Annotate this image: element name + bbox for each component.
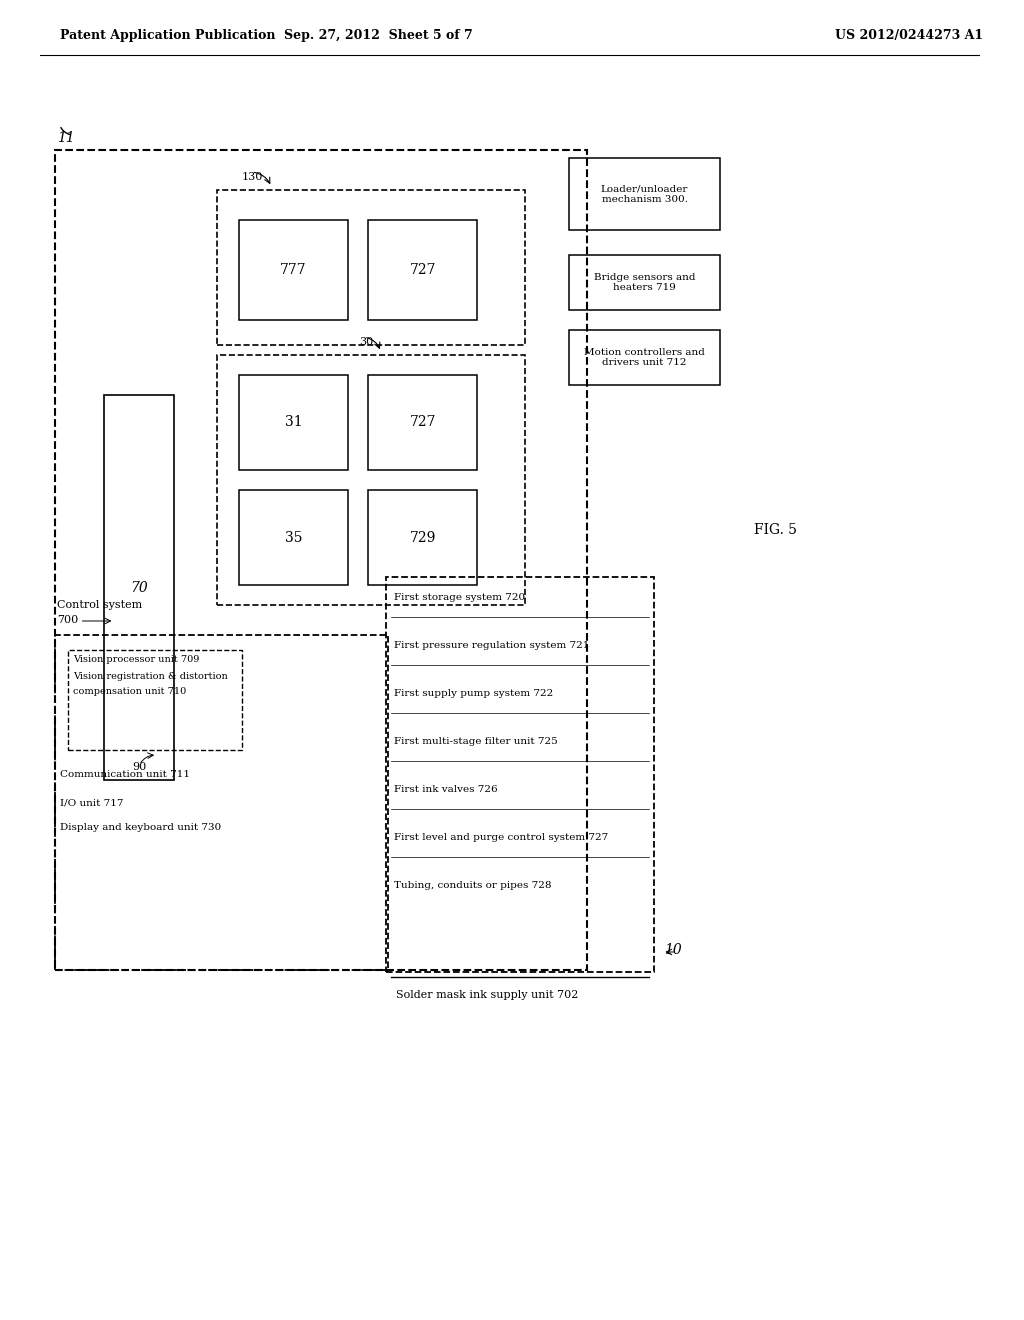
Bar	[368, 220, 477, 319]
Text: 130: 130	[242, 172, 263, 182]
Bar	[386, 577, 654, 972]
Bar	[54, 635, 388, 970]
Text: First ink valves 726: First ink valves 726	[394, 784, 498, 793]
Text: First supply pump system 722: First supply pump system 722	[394, 689, 553, 697]
Text: US 2012/0244273 A1: US 2012/0244273 A1	[836, 29, 984, 41]
Bar	[104, 395, 174, 780]
Text: 727: 727	[410, 263, 436, 277]
Text: Vision processor unit 709: Vision processor unit 709	[73, 655, 199, 664]
Text: Display and keyboard unit 730: Display and keyboard unit 730	[59, 822, 221, 832]
Text: 777: 777	[281, 263, 307, 277]
Text: 90: 90	[132, 762, 146, 772]
Text: Motion controllers and
drivers unit 712: Motion controllers and drivers unit 712	[584, 347, 705, 367]
Text: 31: 31	[285, 416, 302, 429]
Text: Vision registration & distortion: Vision registration & distortion	[73, 672, 227, 681]
Bar	[54, 150, 587, 970]
Text: Sep. 27, 2012  Sheet 5 of 7: Sep. 27, 2012 Sheet 5 of 7	[284, 29, 472, 41]
Text: 10: 10	[665, 942, 682, 957]
Text: Patent Application Publication: Patent Application Publication	[59, 29, 275, 41]
Text: First level and purge control system 727: First level and purge control system 727	[394, 833, 608, 842]
Text: Solder mask ink supply unit 702: Solder mask ink supply unit 702	[396, 990, 579, 1001]
Text: 700: 700	[56, 615, 78, 624]
Bar	[569, 158, 720, 230]
Bar	[217, 355, 525, 605]
Text: 729: 729	[410, 531, 436, 544]
Text: Bridge sensors and
heaters 719: Bridge sensors and heaters 719	[594, 273, 695, 292]
Bar	[569, 255, 720, 310]
Bar	[68, 649, 242, 750]
Text: First multi-stage filter unit 725: First multi-stage filter unit 725	[394, 737, 558, 746]
Bar	[239, 375, 348, 470]
Bar	[239, 490, 348, 585]
Bar	[368, 490, 477, 585]
Text: 30: 30	[358, 337, 373, 347]
Text: 70: 70	[130, 581, 148, 594]
Bar	[239, 220, 348, 319]
Bar	[368, 375, 477, 470]
Text: First storage system 720: First storage system 720	[394, 593, 525, 602]
Text: First pressure regulation system 721: First pressure regulation system 721	[394, 640, 589, 649]
Text: compensation unit 710: compensation unit 710	[73, 686, 186, 696]
Text: Communication unit 711: Communication unit 711	[59, 770, 189, 779]
Text: 11: 11	[56, 131, 75, 145]
Text: Control system: Control system	[56, 601, 142, 610]
Text: Tubing, conduits or pipes 728: Tubing, conduits or pipes 728	[394, 880, 551, 890]
Text: Loader/unloader
mechanism 300.: Loader/unloader mechanism 300.	[601, 185, 688, 203]
Text: 35: 35	[285, 531, 302, 544]
Text: I/O unit 717: I/O unit 717	[59, 799, 123, 807]
Bar	[217, 190, 525, 345]
Text: FIG. 5: FIG. 5	[755, 523, 798, 537]
Bar	[569, 330, 720, 385]
Text: 727: 727	[410, 416, 436, 429]
